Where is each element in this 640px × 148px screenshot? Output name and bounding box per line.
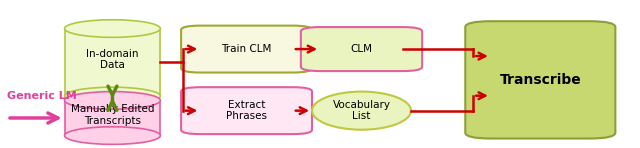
FancyBboxPatch shape bbox=[181, 26, 312, 73]
Text: Manually Edited
Transcripts: Manually Edited Transcripts bbox=[70, 104, 154, 126]
Text: Vocabulary
List: Vocabulary List bbox=[333, 100, 390, 122]
Text: Train CLM: Train CLM bbox=[221, 44, 272, 54]
Ellipse shape bbox=[65, 92, 161, 109]
FancyBboxPatch shape bbox=[465, 21, 615, 139]
Ellipse shape bbox=[312, 92, 411, 130]
Text: CLM: CLM bbox=[351, 44, 372, 54]
FancyBboxPatch shape bbox=[181, 87, 312, 134]
Bar bbox=[65, 100, 161, 136]
Ellipse shape bbox=[65, 127, 161, 144]
FancyBboxPatch shape bbox=[301, 27, 422, 71]
Ellipse shape bbox=[65, 20, 161, 37]
Text: In-domain
Data: In-domain Data bbox=[86, 49, 139, 70]
Text: Extract
Phrases: Extract Phrases bbox=[226, 100, 267, 122]
Bar bbox=[65, 29, 161, 96]
Text: Transcribe: Transcribe bbox=[499, 73, 581, 87]
Text: Generic LM: Generic LM bbox=[7, 91, 77, 101]
Ellipse shape bbox=[65, 87, 161, 105]
